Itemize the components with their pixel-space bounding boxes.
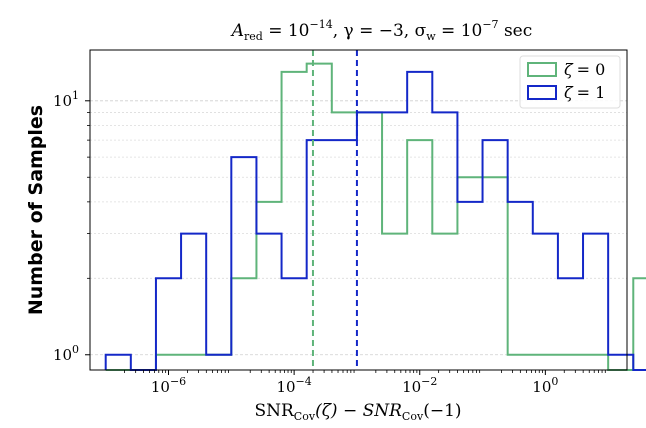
x-tick-label: 10−6 xyxy=(151,375,186,396)
chart-title: Ared = 10−14, γ = −3, σw = 10−7 sec xyxy=(230,18,533,43)
mean-vertical-lines xyxy=(311,50,358,370)
x-tick-label: 100 xyxy=(532,375,558,396)
y-tick-label: 100 xyxy=(53,343,79,364)
legend-swatch-zeta-0 xyxy=(527,62,557,77)
histogram-series-1 xyxy=(104,70,646,371)
x-tick-label: 10−4 xyxy=(276,375,311,396)
x-axis-ticks: 10−6 10−4 10−2 100 xyxy=(124,370,606,396)
x-tick-label: 10−2 xyxy=(402,375,437,396)
y-axis-ticks: 100 101 xyxy=(53,89,90,364)
legend-label-zeta-1: ζ = 1 xyxy=(564,83,605,102)
legend: ζ = 0 ζ = 1 xyxy=(519,55,621,109)
x-axis-label: SNRCov(ζ) − SNRCov(−1) xyxy=(254,401,461,423)
histogram-bars xyxy=(104,62,646,371)
legend-swatch-zeta-1 xyxy=(527,85,557,100)
legend-label-zeta-0: ζ = 0 xyxy=(564,60,605,79)
plot-frame xyxy=(89,49,628,371)
y-axis-label: Number of Samples xyxy=(25,105,47,315)
legend-frame xyxy=(519,55,621,109)
y-tick-label: 101 xyxy=(53,89,79,110)
